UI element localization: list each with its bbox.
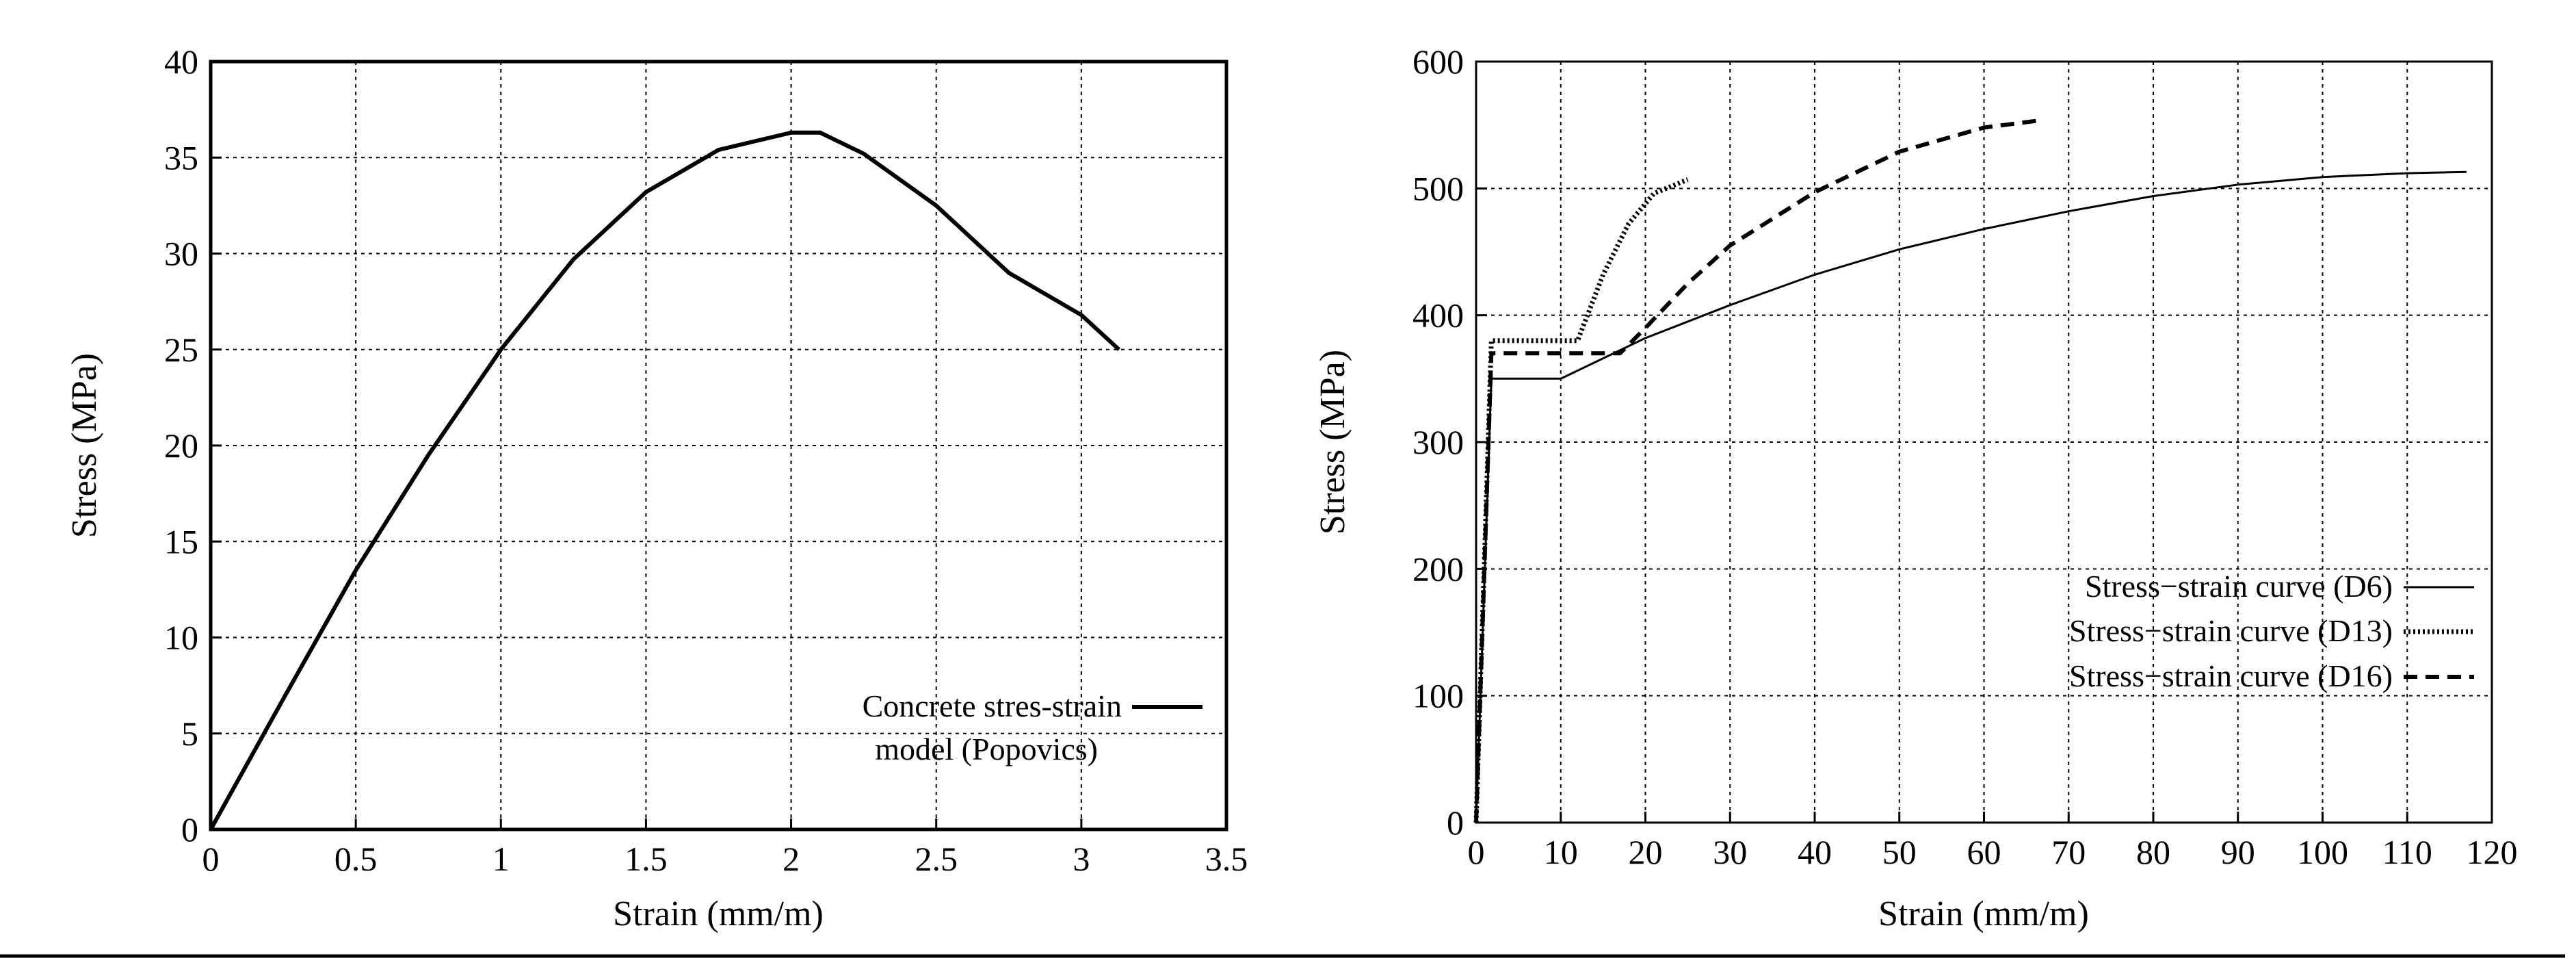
y-tick-label: 15 (164, 522, 198, 560)
x-tick-label: 0.5 (334, 840, 378, 878)
y-tick-label: 35 (164, 138, 198, 177)
y-axis-label: Stress (MPa) (1313, 350, 1352, 534)
x-tick-label: 70 (2051, 833, 2086, 871)
x-tick-label: 110 (2382, 833, 2432, 871)
legend-label-d13: Stress−strain curve (D13) (2069, 613, 2393, 648)
legend: Concrete stres-strain model (Popovics) (863, 688, 1202, 766)
series-group (1473, 118, 2467, 823)
legend-label-line-1: Concrete stres-strain (863, 688, 1122, 723)
x-tick-label: 2.5 (915, 840, 958, 878)
y-tick-label: 5 (181, 714, 198, 753)
x-axis-label: Strain (mm/m) (1878, 894, 2089, 933)
grid-lines (1476, 62, 2492, 823)
x-tick-label: 50 (1882, 833, 1917, 871)
y-tick-label: 500 (1412, 169, 1464, 207)
y-tick-label: 600 (1412, 42, 1464, 81)
y-tick-label: 20 (164, 426, 198, 465)
legend-label-d6: Stress−strain curve (D6) (2085, 569, 2393, 604)
y-axis-label: Stress (MPa) (65, 353, 104, 538)
series-line-0 (1475, 170, 2467, 823)
x-tick-label: 0 (1468, 833, 1485, 871)
x-tick-label: 3.5 (1205, 840, 1248, 878)
axis-ticks: 0 0.5 1 1.5 2 2.5 3 3.5 0 5 10 15 20 25 30 35 40 (164, 42, 1248, 878)
y-tick-label: 100 (1412, 677, 1464, 715)
y-tick-label: 40 (164, 42, 198, 81)
x-tick-label: 100 (2297, 833, 2348, 871)
y-tick-label: 30 (164, 235, 198, 273)
x-tick-label: 1.5 (625, 840, 668, 878)
x-tick-label: 10 (1544, 833, 1578, 871)
x-tick-label: 80 (2136, 833, 2170, 871)
y-tick-label: 0 (1447, 803, 1464, 842)
x-tick-label: 3 (1073, 840, 1090, 878)
x-tick-label: 2 (783, 840, 800, 878)
chart-steel: 0 10 20 30 40 50 60 70 80 90 100 110 120 0 100 200 300 40… (1313, 42, 2518, 933)
y-tick-label: 200 (1412, 550, 1464, 588)
y-tick-label: 400 (1412, 296, 1464, 335)
y-tick-label: 0 (181, 810, 198, 849)
y-tick-label: 300 (1412, 423, 1464, 461)
x-tick-label: 60 (1967, 833, 2001, 871)
series-line-2 (1474, 118, 2044, 823)
series-group (209, 130, 1121, 831)
series-line-0 (209, 130, 1121, 831)
y-tick-label: 10 (164, 619, 198, 657)
x-tick-label: 40 (1798, 833, 1832, 871)
x-tick-label: 0 (202, 840, 220, 878)
grid-lines (211, 62, 1226, 829)
legend-label-d16: Stress−strain curve (D16) (2069, 658, 2393, 693)
legend: Stress−strain curve (D6) Stress−strain c… (2069, 569, 2474, 693)
x-axis-label: Strain (mm/m) (613, 894, 824, 933)
series-line-1 (1473, 177, 1689, 823)
x-tick-label: 90 (2221, 833, 2255, 871)
x-tick-label: 120 (2467, 833, 2518, 871)
chart-concrete: 0 0.5 1 1.5 2 2.5 3 3.5 0 5 10 15 20 25 30 35 40 Strain … (65, 42, 1248, 933)
legend-label-line-2: model (Popovics) (875, 732, 1098, 766)
x-tick-label: 20 (1629, 833, 1663, 871)
x-tick-label: 30 (1713, 833, 1747, 871)
axis-ticks: 0 10 20 30 40 50 60 70 80 90 100 110 120 0 100 200 300 40… (1412, 42, 2518, 871)
x-tick-label: 1 (492, 840, 510, 878)
y-tick-label: 25 (164, 331, 198, 369)
